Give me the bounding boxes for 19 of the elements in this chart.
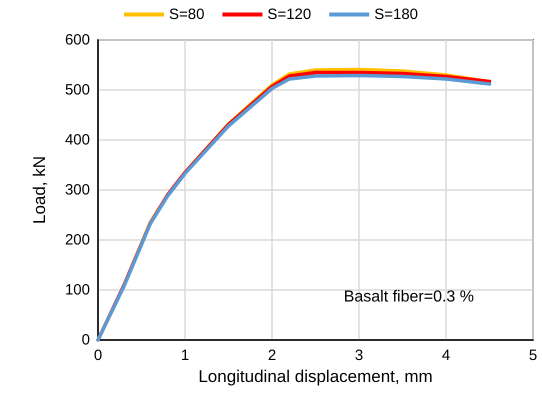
y-tick-label: 100 — [64, 282, 90, 298]
legend-label: S=80 — [168, 6, 204, 23]
y-tick-label: 300 — [64, 182, 90, 198]
x-tick-label: 4 — [442, 347, 450, 364]
y-tick-label: 0 — [82, 332, 90, 348]
x-tick-label: 0 — [94, 347, 102, 364]
x-axis-title: Longitudinal displacement, mm — [198, 367, 433, 386]
y-tick-label: 200 — [64, 232, 90, 248]
y-axis-title: Load, kN — [30, 156, 49, 224]
y-tick-label: 500 — [64, 82, 90, 98]
legend-label: S=120 — [267, 6, 312, 23]
y-tick-label: 600 — [64, 32, 90, 48]
y-tick-label: 400 — [64, 132, 90, 148]
x-tick-label: 1 — [180, 347, 190, 364]
x-tick-label: 5 — [528, 347, 538, 364]
x-tick-label: 3 — [354, 347, 364, 364]
annotation: Basalt fiber=0.3 % — [344, 288, 474, 306]
x-tick-label: 2 — [268, 347, 276, 364]
legend-label: S=180 — [374, 6, 418, 23]
